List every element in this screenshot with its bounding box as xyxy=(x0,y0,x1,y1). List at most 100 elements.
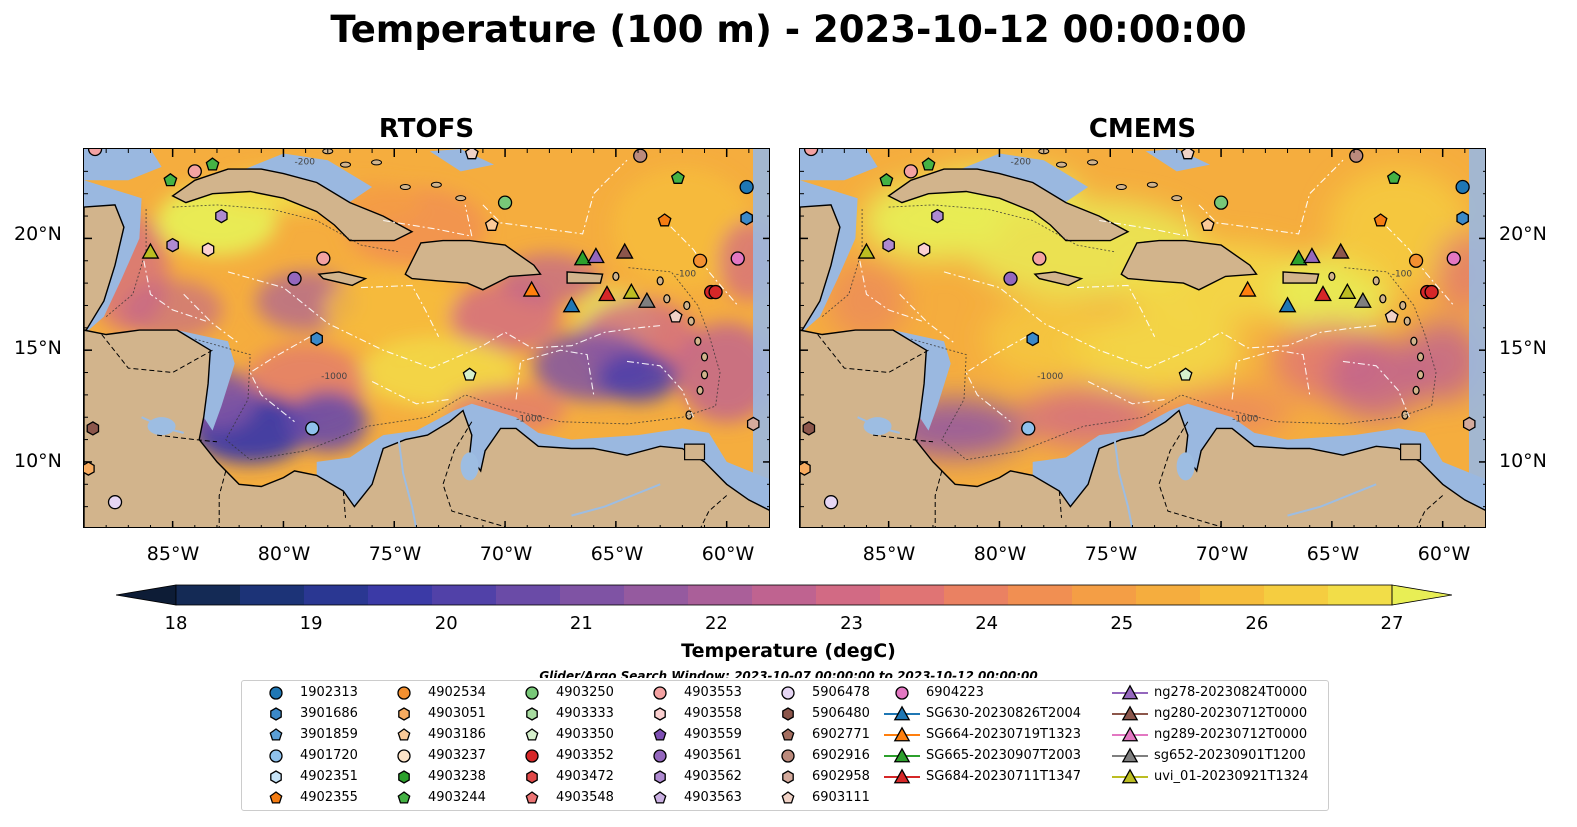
platform-marker xyxy=(670,170,685,184)
eez-boundary xyxy=(626,360,694,418)
land-island xyxy=(700,352,709,362)
platform-marker xyxy=(107,495,123,510)
land-island xyxy=(1056,161,1068,168)
legend-label: 3901859 xyxy=(300,727,358,742)
legend-label: 5906480 xyxy=(812,706,870,721)
country-border xyxy=(157,434,218,443)
platform-marker xyxy=(1021,421,1036,436)
platform-marker xyxy=(800,461,811,476)
platform-marker xyxy=(1384,309,1399,323)
platform-marker xyxy=(269,791,283,804)
country-border xyxy=(1158,421,1222,527)
platform-marker xyxy=(893,768,911,784)
platform-marker xyxy=(305,421,320,436)
shallow-shelf xyxy=(893,330,951,431)
eez-boundary xyxy=(1099,204,1189,237)
platform-marker xyxy=(1121,705,1139,721)
land-island xyxy=(399,184,411,190)
platform-marker xyxy=(87,149,103,157)
platform-marker xyxy=(269,686,283,700)
legend-label: 6902916 xyxy=(812,748,870,763)
legend-label: 4903561 xyxy=(684,748,742,763)
country-border xyxy=(101,334,213,374)
legend-label: 4902351 xyxy=(300,769,358,784)
platform-marker xyxy=(654,770,666,784)
platform-marker xyxy=(397,728,411,741)
platform-marker xyxy=(1026,331,1039,347)
legend-label: ng280-20230712T0000 xyxy=(1154,706,1308,721)
bathymetry-contour xyxy=(194,267,721,461)
legend-label: 4902355 xyxy=(300,790,358,805)
lon-label-70w-right: 70°W xyxy=(1195,543,1249,565)
platform-marker xyxy=(310,331,323,347)
colorbar-tick-label: 19 xyxy=(299,613,323,634)
platform-marker xyxy=(893,705,911,721)
platform-marker xyxy=(598,285,616,302)
platform-marker xyxy=(1238,280,1257,297)
platform-marker xyxy=(163,172,178,187)
legend-label: 3901686 xyxy=(300,706,358,721)
land-island xyxy=(700,370,709,380)
platform-marker xyxy=(1331,242,1350,259)
platform-marker xyxy=(615,242,634,259)
platform-marker xyxy=(464,149,479,160)
land-hispaniola xyxy=(1120,239,1258,291)
platform-marker xyxy=(633,149,648,163)
country-border xyxy=(934,470,943,527)
colorbar xyxy=(116,584,1452,606)
colorbar-tick-label: 21 xyxy=(569,613,593,634)
land-island xyxy=(1171,195,1183,202)
figure-title: Temperature (100 m) - 2023-10-12 00:00:0… xyxy=(330,8,1247,51)
platform-marker xyxy=(917,242,931,257)
search-window-note: Glider/Argo Search Window: 2023-10-07 00… xyxy=(539,669,1038,678)
platform-marker xyxy=(1200,217,1215,231)
legend-label: 4903244 xyxy=(428,790,486,805)
lon-label-65w-right: 65°W xyxy=(1306,543,1360,565)
platform-marker xyxy=(525,686,539,700)
lat-label-10n-right: 10°N xyxy=(1499,450,1547,472)
contour-label: -100 xyxy=(1392,269,1413,279)
legend-label: SG684-20230711T1347 xyxy=(926,769,1082,784)
lat-label-20n: 20°N xyxy=(14,223,62,245)
land-island xyxy=(1146,181,1158,188)
axis-ticks xyxy=(84,149,769,527)
platform-marker xyxy=(1408,253,1424,268)
eez-boundary xyxy=(943,271,1377,369)
lon-label-80w-right: 80°W xyxy=(973,543,1027,565)
platform-marker xyxy=(86,421,100,436)
platform-marker xyxy=(1338,282,1357,299)
land-jamaica xyxy=(1033,271,1084,287)
river xyxy=(1287,483,1377,517)
land-island xyxy=(694,336,702,346)
legend-label: 5906478 xyxy=(812,685,870,700)
platform-marker xyxy=(562,296,581,313)
platform-marker xyxy=(903,164,918,179)
platform-marker xyxy=(1121,747,1139,763)
river xyxy=(1113,439,1134,527)
eez-boundary xyxy=(1087,381,1166,405)
platform-marker xyxy=(215,208,228,224)
platform-marker xyxy=(802,421,816,436)
platform-marker xyxy=(270,707,282,721)
platform-marker xyxy=(522,280,541,297)
land-trinidad xyxy=(1399,443,1422,461)
legend-label: 4903186 xyxy=(428,727,486,742)
platform-marker xyxy=(823,495,839,510)
country-border xyxy=(342,490,346,518)
river xyxy=(571,483,661,517)
platform-marker xyxy=(525,749,539,763)
platform-marker xyxy=(637,291,656,308)
platform-marker xyxy=(166,237,179,253)
legend: 1902313 3901686 3901859 4901720 4902351 49023… xyxy=(241,680,1329,811)
contour-label: -200 xyxy=(295,158,316,168)
eez-boundary xyxy=(1342,360,1410,418)
land-puertorico xyxy=(1282,271,1320,284)
platform-marker xyxy=(1462,416,1476,432)
eez-boundary xyxy=(227,271,661,369)
platform-marker xyxy=(1213,195,1229,210)
legend-label: 4903238 xyxy=(428,769,486,784)
land-island xyxy=(687,316,695,326)
shallow-shelf xyxy=(316,403,769,511)
platform-marker xyxy=(1178,367,1193,381)
land-island xyxy=(1087,159,1099,166)
